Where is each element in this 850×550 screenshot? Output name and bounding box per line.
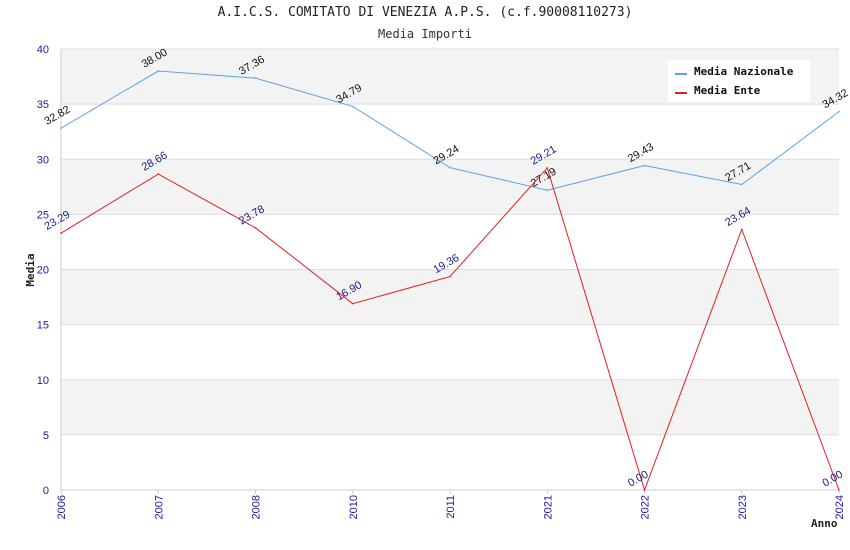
- x-tick-label: 2006: [56, 495, 68, 519]
- x-tick-label: 2021: [542, 495, 554, 519]
- data-point: [643, 489, 646, 491]
- data-point: [351, 105, 354, 108]
- grid-band: [61, 214, 839, 270]
- y-axis-label: Media: [24, 253, 37, 286]
- data-point: [254, 227, 257, 229]
- x-tick-label: 2007: [153, 495, 165, 519]
- data-point: [449, 166, 451, 169]
- y-tick-label: 10: [37, 375, 49, 387]
- x-axis-label: Anno: [811, 517, 838, 530]
- data-point: [643, 164, 646, 167]
- data-point: [351, 302, 354, 305]
- x-tick-label: 2010: [348, 495, 360, 519]
- data-point: [740, 183, 743, 186]
- data-point: [449, 275, 451, 278]
- data-point: [60, 232, 62, 235]
- y-tick-label: 30: [37, 154, 49, 166]
- chart-title: A.I.C.S. COMITATO DI VENEZIA A.P.S. (c.f…: [217, 5, 633, 20]
- x-tick-label: 2022: [640, 495, 652, 519]
- x-tick-label: 2011: [445, 495, 457, 519]
- legend-entry: Media Nazionale: [694, 65, 794, 78]
- y-tick-label: 15: [37, 320, 49, 332]
- data-point: [60, 127, 62, 129]
- data-point: [157, 173, 160, 175]
- data-point: [838, 489, 840, 491]
- y-tick-label: 40: [37, 44, 49, 56]
- y-tick-label: 35: [37, 99, 49, 111]
- data-point: [157, 70, 160, 72]
- grid-band: [61, 159, 839, 215]
- data-point: [838, 110, 840, 113]
- y-tick-label: 0: [43, 485, 49, 497]
- y-tick-label: 20: [37, 265, 49, 277]
- chart-subtitle: Media Importi: [378, 27, 472, 41]
- data-point: [546, 189, 549, 192]
- y-tick-label: 5: [43, 430, 49, 442]
- grid-band: [61, 324, 839, 380]
- grid-band: [61, 104, 839, 160]
- data-point: [254, 77, 257, 79]
- x-tick-label: 2008: [251, 495, 263, 519]
- grid-band: [61, 434, 839, 490]
- x-tick-label: 2024: [834, 495, 846, 519]
- legend-box: [668, 60, 810, 102]
- grid-band: [61, 269, 839, 325]
- x-tick-label: 2023: [737, 495, 749, 519]
- data-point: [740, 228, 743, 231]
- legend-entry: Media Ente: [694, 84, 761, 97]
- grid-band: [61, 379, 839, 435]
- y-tick-label: 25: [37, 209, 49, 221]
- data-point: [546, 167, 549, 169]
